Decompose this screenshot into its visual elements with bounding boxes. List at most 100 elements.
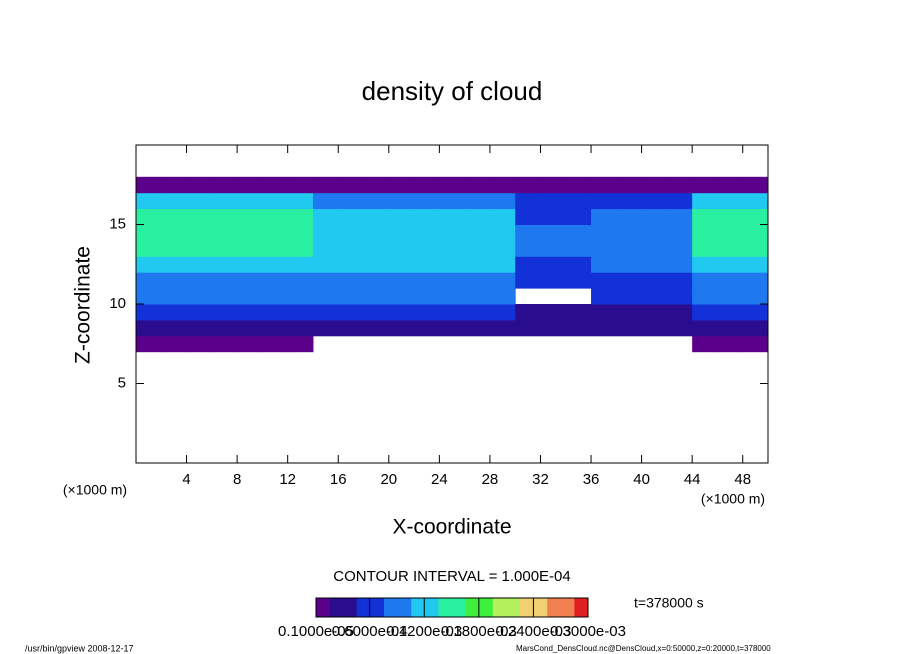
- density-cell: [312, 304, 339, 321]
- density-cell: [211, 256, 238, 273]
- density-cell: [489, 319, 516, 337]
- density-cell: [692, 304, 718, 321]
- colorbar-segment: [520, 598, 528, 617]
- density-cell: [742, 335, 769, 353]
- density-cell: [666, 192, 693, 210]
- density-cell: [186, 208, 213, 225]
- density-cell: [666, 272, 693, 289]
- density-cell: [211, 272, 238, 289]
- density-cell: [717, 176, 744, 194]
- density-cell: [641, 192, 668, 210]
- density-cell: [439, 176, 466, 194]
- density-cell: [237, 335, 263, 353]
- density-cell: [287, 176, 314, 194]
- density-cell: [742, 176, 769, 194]
- density-cell: [414, 208, 440, 225]
- density-cell: [388, 288, 415, 305]
- density-cell: [439, 288, 466, 305]
- colorbar-segment: [547, 598, 555, 617]
- colorbar-segment: [540, 598, 548, 617]
- density-cell: [565, 208, 592, 225]
- colorbar-segment: [513, 598, 521, 617]
- density-cell: [211, 240, 238, 257]
- density-cell: [464, 240, 491, 257]
- chart-title: density of cloud: [362, 76, 543, 106]
- colorbar-segment: [377, 598, 385, 617]
- density-cell: [717, 208, 744, 225]
- density-cell: [338, 288, 365, 305]
- density-cell: [489, 224, 516, 241]
- density-cell: [641, 176, 668, 194]
- density-cell: [692, 335, 718, 353]
- density-cell: [540, 304, 567, 321]
- density-cell: [136, 240, 162, 257]
- density-cell: [312, 192, 339, 210]
- density-cell: [363, 240, 390, 257]
- density-cell: [186, 304, 213, 321]
- density-cell: [666, 208, 693, 225]
- density-cell: [515, 192, 541, 210]
- density-cell: [464, 256, 491, 273]
- density-cell: [692, 240, 718, 257]
- x-tick-label: 44: [684, 471, 701, 488]
- density-cell: [161, 240, 188, 257]
- density-cell: [641, 272, 668, 289]
- density-cell: [211, 288, 238, 305]
- density-cell: [287, 192, 314, 210]
- density-cell: [717, 192, 744, 210]
- density-cell: [287, 319, 314, 337]
- density-cell: [136, 176, 162, 194]
- density-cell: [591, 288, 617, 305]
- density-cell: [414, 288, 440, 305]
- density-cell: [515, 240, 541, 257]
- density-cell: [489, 272, 516, 289]
- density-cell: [515, 304, 541, 321]
- density-cell: [161, 335, 188, 353]
- density-cell: [161, 192, 188, 210]
- density-cell: [287, 240, 314, 257]
- density-cell: [641, 224, 668, 241]
- density-cell: [666, 176, 693, 194]
- density-cell: [692, 319, 718, 337]
- density-cell: [161, 256, 188, 273]
- density-cell: [717, 288, 744, 305]
- density-cell: [338, 224, 365, 241]
- colorbar-segment: [465, 598, 473, 617]
- density-cell: [717, 240, 744, 257]
- colorbar-segment: [390, 598, 398, 617]
- density-cell: [388, 319, 415, 337]
- y-tick-label: 5: [118, 374, 126, 391]
- colorbar-segment: [350, 598, 358, 617]
- density-cell: [186, 256, 213, 273]
- density-cell: [616, 176, 643, 194]
- density-cell: [388, 176, 415, 194]
- density-cell: [591, 319, 617, 337]
- density-cell: [363, 256, 390, 273]
- density-cell: [338, 240, 365, 257]
- density-cell: [262, 288, 289, 305]
- colorbar-tick-label: 0.3000e-03: [550, 623, 626, 640]
- density-cell: [262, 240, 289, 257]
- density-cell: [464, 192, 491, 210]
- density-cell: [742, 288, 769, 305]
- density-cell: [742, 224, 769, 241]
- density-cell: [262, 176, 289, 194]
- density-cell: [262, 192, 289, 210]
- time-label: t=378000 s: [634, 595, 704, 611]
- density-cell: [414, 272, 440, 289]
- density-cell: [287, 208, 314, 225]
- density-cell: [742, 319, 769, 337]
- density-cell: [237, 319, 263, 337]
- density-cell: [211, 319, 238, 337]
- density-cell: [565, 272, 592, 289]
- density-cell: [666, 304, 693, 321]
- density-cell: [287, 335, 314, 353]
- density-cell: [439, 208, 466, 225]
- x-axis-label: X-coordinate: [392, 516, 511, 539]
- density-cell: [338, 319, 365, 337]
- footer-right: MarsCond_DensCloud.nc@DensCloud,x=0:5000…: [516, 644, 771, 653]
- density-cell: [489, 304, 516, 321]
- density-cell: [388, 208, 415, 225]
- colorbar-segment: [343, 598, 351, 617]
